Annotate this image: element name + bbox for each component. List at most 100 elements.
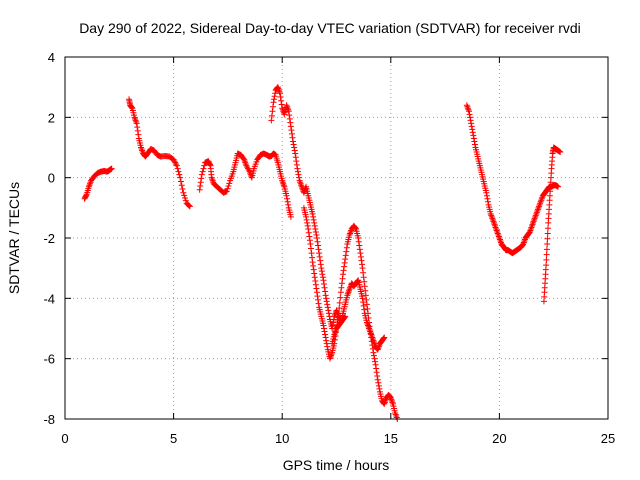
data-point <box>201 162 208 169</box>
data-point <box>335 314 342 321</box>
y-tick-label: 2 <box>48 110 55 125</box>
data-point <box>380 335 387 342</box>
data-point <box>369 342 376 349</box>
data-point <box>240 155 247 162</box>
data-point <box>133 120 140 127</box>
data-point <box>359 295 366 302</box>
data-point <box>360 302 367 309</box>
data-point <box>374 376 381 383</box>
data-point <box>361 278 368 285</box>
data-point <box>356 246 363 253</box>
data-point <box>307 245 314 252</box>
data-points <box>81 84 564 422</box>
data-point <box>319 274 326 281</box>
data-point <box>361 306 368 313</box>
data-point <box>469 126 476 133</box>
data-point <box>294 165 301 172</box>
data-point <box>321 328 328 335</box>
data-point <box>128 104 135 111</box>
data-point <box>315 246 322 253</box>
data-point <box>177 174 184 181</box>
x-tick-label: 25 <box>601 431 615 446</box>
data-point <box>306 237 313 244</box>
data-point <box>225 182 232 189</box>
data-point <box>306 233 313 240</box>
data-point <box>83 192 90 199</box>
data-point <box>269 108 276 115</box>
data-point <box>304 219 311 226</box>
data-point <box>335 310 342 317</box>
data-point <box>321 325 328 332</box>
data-point <box>466 111 473 118</box>
data-point <box>543 246 550 253</box>
data-point <box>319 271 326 278</box>
data-point <box>467 117 474 124</box>
data-point <box>295 171 302 178</box>
data-point <box>339 275 346 282</box>
data-point <box>368 334 375 341</box>
data-point <box>464 105 471 112</box>
data-point <box>557 149 564 156</box>
data-point <box>372 361 379 368</box>
data-point <box>271 96 278 103</box>
data-point <box>197 179 204 186</box>
data-point <box>324 301 331 308</box>
data-point <box>197 182 204 189</box>
data-point <box>367 327 374 334</box>
data-point <box>337 294 344 301</box>
data-point <box>381 334 388 341</box>
data-point <box>470 135 477 142</box>
data-point <box>199 168 206 175</box>
data-point <box>341 259 348 266</box>
data-point <box>336 299 343 306</box>
data-point <box>286 115 293 122</box>
data-point <box>376 385 383 392</box>
data-point <box>471 138 478 145</box>
data-point <box>287 213 294 220</box>
data-point <box>555 183 562 190</box>
data-point <box>304 222 311 229</box>
data-point <box>305 229 312 236</box>
axis-ticks: 0 5 10 15 20 25 -8 -6 -4 -2 0 2 4 <box>43 50 615 446</box>
data-point <box>322 334 329 341</box>
data-point <box>322 331 329 338</box>
data-point <box>357 253 364 260</box>
data-point <box>360 274 367 281</box>
data-point <box>287 123 294 130</box>
data-point <box>280 180 287 187</box>
data-point <box>372 358 379 365</box>
data-point <box>278 101 285 108</box>
data-point <box>305 225 312 232</box>
data-point <box>226 180 233 187</box>
data-point <box>284 198 291 205</box>
data-point <box>343 244 350 251</box>
data-point <box>324 343 331 350</box>
data-point <box>186 203 193 210</box>
data-point <box>310 216 317 223</box>
data-point <box>544 225 551 232</box>
data-point <box>373 369 380 376</box>
data-point <box>370 349 377 356</box>
data-point <box>316 253 323 260</box>
data-point <box>357 250 364 257</box>
data-point <box>373 365 380 372</box>
data-point <box>317 257 324 264</box>
data-point <box>342 313 349 320</box>
data-point <box>363 296 370 303</box>
data-point <box>360 269 367 276</box>
data-point <box>132 117 139 124</box>
data-point <box>285 201 292 208</box>
data-point <box>303 216 310 223</box>
data-point <box>200 165 207 172</box>
data-point <box>311 274 318 281</box>
data-point <box>543 262 550 269</box>
data-point <box>313 231 320 238</box>
data-point <box>198 175 205 182</box>
data-point <box>364 305 371 312</box>
data-point <box>286 112 293 119</box>
data-point <box>544 235 551 242</box>
data-point <box>309 254 316 261</box>
data-point <box>313 235 320 241</box>
data-point <box>342 252 349 259</box>
x-tick-label: 0 <box>61 431 68 446</box>
